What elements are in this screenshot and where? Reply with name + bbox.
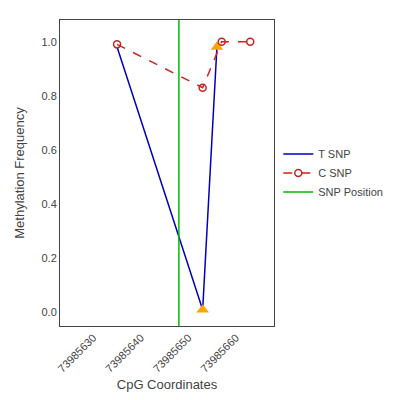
svg-text:CpG Coordinates: CpG Coordinates [117,377,218,392]
svg-text:73985660: 73985660 [198,332,241,375]
svg-text:C SNP: C SNP [318,167,352,179]
svg-text:SNP Position: SNP Position [318,186,383,198]
svg-text:0.8: 0.8 [42,90,57,102]
svg-text:0.0: 0.0 [42,306,57,318]
svg-text:0.6: 0.6 [42,144,57,156]
svg-text:0.4: 0.4 [42,198,57,210]
svg-text:73985630: 73985630 [55,332,98,375]
svg-text:1.0: 1.0 [42,36,57,48]
svg-text:73985640: 73985640 [103,332,146,375]
svg-text:Methylation Frequency: Methylation Frequency [12,107,27,239]
svg-text:73985650: 73985650 [151,332,194,375]
svg-text:T SNP: T SNP [318,148,350,160]
svg-text:0.2: 0.2 [42,252,57,264]
